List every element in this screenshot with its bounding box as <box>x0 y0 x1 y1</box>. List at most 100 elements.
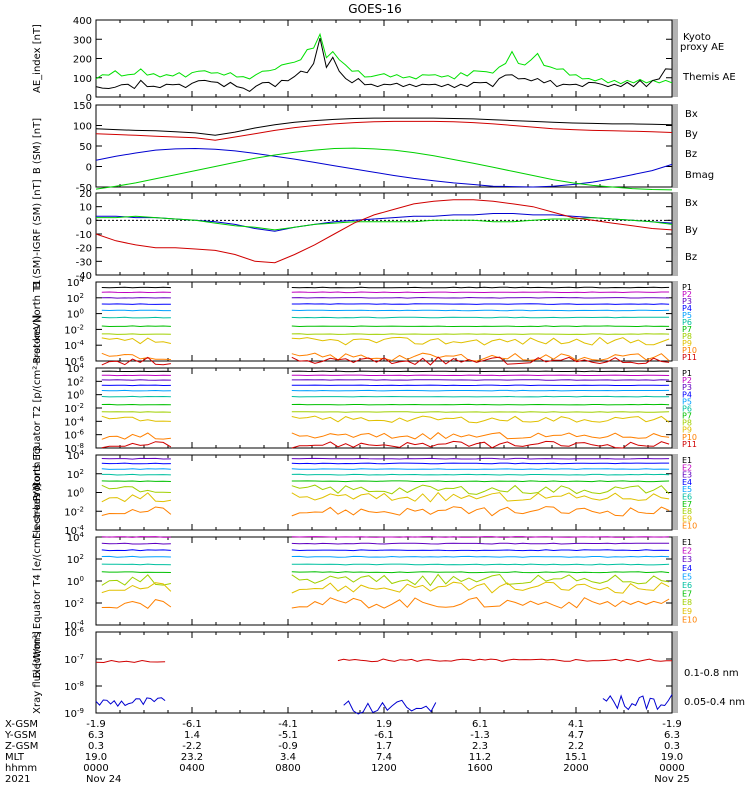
legend-db-bz: Bz <box>685 252 697 263</box>
panel3-ytick: 10-2 <box>64 323 84 336</box>
flux-line-p9 <box>291 336 670 346</box>
panel1-ytick: 50 <box>79 142 92 153</box>
footer-cell: 6.3 <box>664 730 680 741</box>
legend-e5: E5 <box>682 485 692 494</box>
legend-p4: P4 <box>682 304 692 313</box>
xray-panel <box>95 631 673 714</box>
panel3-ytick: 102 <box>67 292 84 305</box>
legend-e4: E4 <box>682 478 692 487</box>
footer-cell: 1.4 <box>184 730 200 741</box>
legend-e3: E3 <box>682 471 692 480</box>
flux-panel-3 <box>95 281 673 362</box>
flux-line-p5 <box>101 389 171 392</box>
footer-cell: 4.7 <box>568 730 584 741</box>
panel3-ylabel: Protons North T1 <box>32 279 43 363</box>
footer-row-label: Z-GSM <box>5 741 38 752</box>
flux-line-e9 <box>291 581 670 594</box>
legend-themis-ae: Themis AE <box>682 72 736 83</box>
legend-p11: P11 <box>682 353 697 362</box>
legend-p9: P9 <box>682 426 692 435</box>
flux-line-e5 <box>291 468 670 470</box>
panel4-ytick: 10-6 <box>64 429 84 442</box>
footer-cell: -1.3 <box>470 730 490 741</box>
footer-table: X-GSMY-GSMZ-GSMMLThhmm2021-1.96.30.319.0… <box>4 719 690 785</box>
panel5-ytick: 102 <box>67 468 84 481</box>
footer-row-label: X-GSM <box>5 719 38 730</box>
flux-line-p9 <box>101 415 171 422</box>
legend-b-bx: Bx <box>685 109 698 120</box>
panel4-ytick: 10-2 <box>64 402 84 415</box>
legend-e7: E7 <box>682 590 692 599</box>
footer-cell: -0.9 <box>278 741 298 752</box>
legend-p5: P5 <box>682 397 692 406</box>
legend-e9: E9 <box>682 607 692 616</box>
panel6-ytick: 10-4 <box>64 619 84 632</box>
flux-line-e10 <box>101 599 172 609</box>
flux-line-p3 <box>291 296 670 299</box>
flux-line-p10 <box>291 352 670 362</box>
legend-p2: P2 <box>682 290 692 299</box>
flux-line-e5 <box>101 468 171 470</box>
flux-line-p3 <box>291 379 670 381</box>
footer-cell: 23.2 <box>181 752 203 763</box>
panel6-ytick: 102 <box>67 553 84 566</box>
flux-line-e3 <box>101 457 171 460</box>
b-sm-line-bz <box>95 120 673 141</box>
legend-b-bz: Bz <box>685 149 697 160</box>
panel0-ytick: 300 <box>73 35 92 46</box>
panel5-ylabel: Electrons North T3 <box>32 446 43 539</box>
flux-line-e2 <box>291 536 670 538</box>
panel4-ytick: 10-4 <box>64 415 84 428</box>
flux-line-e8 <box>101 574 172 586</box>
panel4-ytick: 102 <box>67 375 84 388</box>
footer-cell: 4.1 <box>568 719 584 730</box>
panel2-ytick: 0 <box>86 216 92 227</box>
flux-panel-5 <box>95 454 673 531</box>
footer-cell: Nov 24 <box>86 774 121 785</box>
flux-line-p9 <box>101 337 172 345</box>
flux-line-p6 <box>101 395 171 398</box>
db-line-by <box>96 215 673 231</box>
panel2-ytick: 20 <box>79 189 92 200</box>
footer-cell: 7.4 <box>376 752 392 763</box>
footer-cell: 1600 <box>467 763 492 774</box>
footer-cell: 3.4 <box>280 752 296 763</box>
legend-p8: P8 <box>682 332 692 341</box>
legend-p10: P10 <box>682 346 697 355</box>
flux-line-e4 <box>291 462 670 465</box>
flux-line-p7 <box>101 403 171 406</box>
flux-line-p10 <box>101 432 171 440</box>
legend-p6: P6 <box>682 404 692 413</box>
footer-cell: 0000 <box>659 763 684 774</box>
xray-short-line <box>602 694 673 711</box>
b-sm-panel <box>95 104 673 188</box>
footer-cell: 6.3 <box>88 730 104 741</box>
legend-p8: P8 <box>682 419 692 428</box>
legend-p5: P5 <box>682 311 692 320</box>
flux-line-p2 <box>101 291 171 294</box>
flux-line-p7 <box>291 403 670 406</box>
flux-line-e5 <box>291 555 670 558</box>
footer-cell: 6.1 <box>472 719 488 730</box>
footer-cell: -5.1 <box>278 730 298 741</box>
flux-line-p5 <box>291 309 670 312</box>
footer-cell: -4.1 <box>278 719 298 730</box>
panel0-ytick: 100 <box>73 74 92 85</box>
flux-line-e3 <box>291 457 670 460</box>
ae-series-line <box>95 37 673 92</box>
flux-line-e3 <box>101 542 171 545</box>
panel4-ytick: 100 <box>67 389 84 402</box>
flux-line-e5 <box>101 555 171 558</box>
flux-line-e9 <box>101 492 171 503</box>
footer-cell: -6.1 <box>182 719 202 730</box>
flux-line-e3 <box>291 542 670 545</box>
legend-b-by: By <box>685 129 698 140</box>
footer-cell: 2.2 <box>568 741 584 752</box>
legend-e6: E6 <box>682 581 692 590</box>
panel2-ytick: -20 <box>76 244 92 255</box>
legend-e4: E4 <box>682 564 692 573</box>
footer-row-label: Y-GSM <box>4 730 37 741</box>
legend-proxy-ae: proxy AE <box>680 42 724 53</box>
flux-line-p10 <box>291 432 670 440</box>
